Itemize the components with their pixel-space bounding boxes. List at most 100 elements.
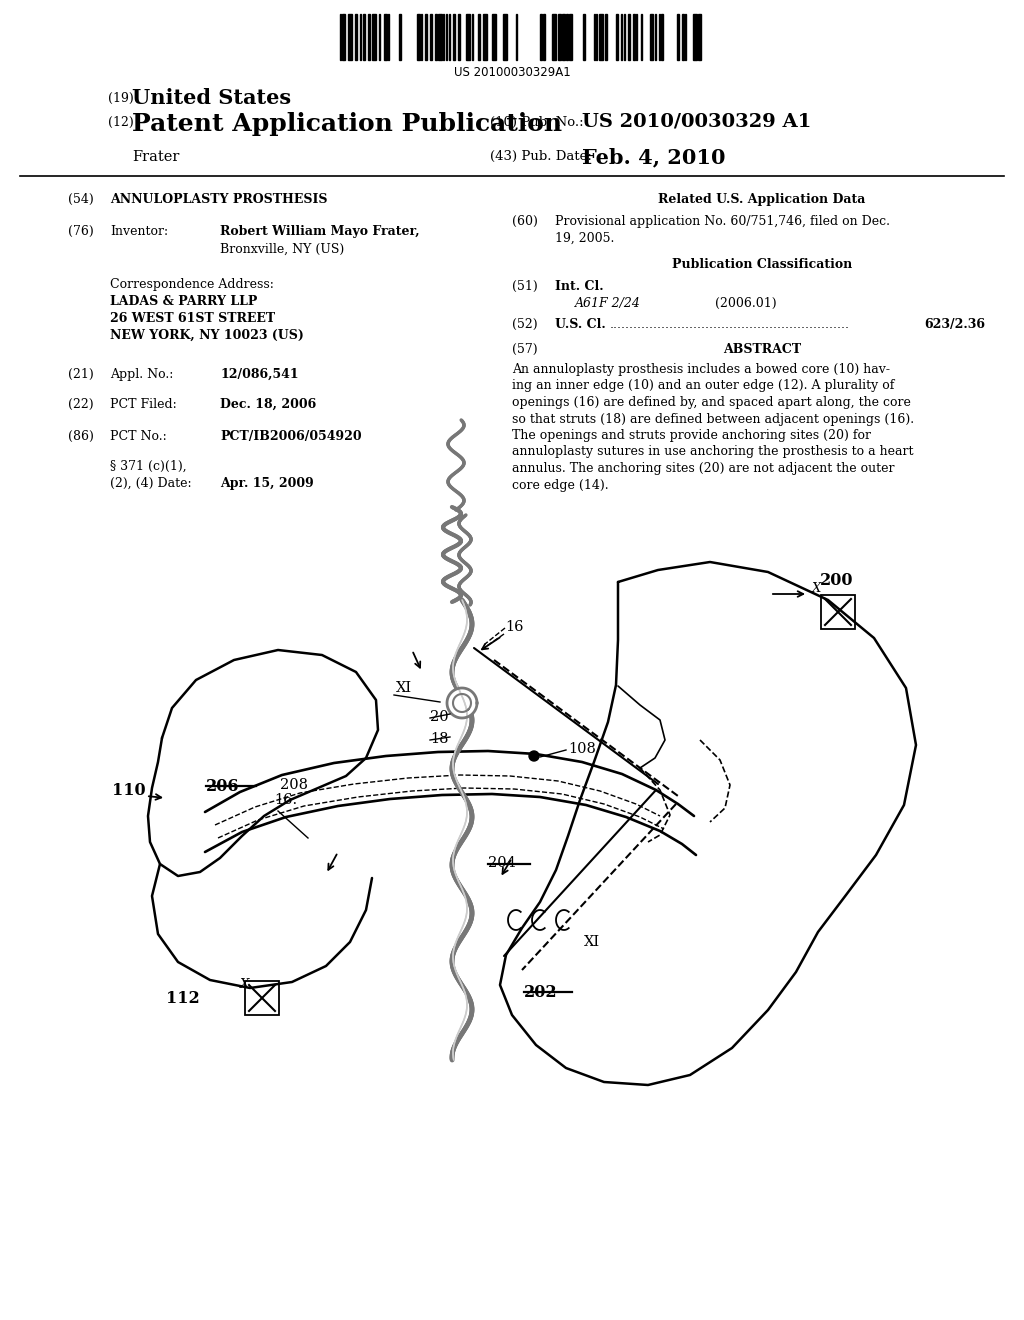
Text: US 20100030329A1: US 20100030329A1: [454, 66, 570, 79]
Bar: [425, 15, 427, 59]
Bar: [543, 15, 545, 59]
Bar: [348, 15, 352, 59]
Text: LADAS & PARRY LLP: LADAS & PARRY LLP: [110, 294, 257, 308]
Text: U.S. Cl.: U.S. Cl.: [555, 318, 606, 331]
Text: ing an inner edge (10) and an outer edge (12). A plurality of: ing an inner edge (10) and an outer edge…: [512, 380, 894, 392]
Bar: [399, 15, 401, 59]
Bar: [430, 15, 432, 59]
Text: (22): (22): [68, 399, 93, 411]
Bar: [677, 15, 679, 59]
Text: Feb. 4, 2010: Feb. 4, 2010: [582, 147, 725, 168]
Bar: [417, 15, 420, 59]
Text: (43) Pub. Date:: (43) Pub. Date:: [490, 150, 592, 162]
Bar: [693, 15, 697, 59]
Text: PCT/IB2006/054920: PCT/IB2006/054920: [220, 430, 361, 444]
Text: 208: 208: [280, 777, 308, 792]
Text: 200: 200: [820, 572, 853, 589]
Text: 204: 204: [488, 855, 516, 870]
Text: PCT Filed:: PCT Filed:: [110, 399, 177, 411]
Bar: [384, 15, 387, 59]
Bar: [438, 15, 442, 59]
Polygon shape: [447, 688, 477, 718]
Bar: [355, 15, 357, 59]
Text: (2), (4) Date:: (2), (4) Date:: [110, 477, 191, 490]
Text: 206: 206: [206, 777, 240, 795]
Text: (60): (60): [512, 215, 538, 228]
Text: (19): (19): [108, 92, 134, 106]
Circle shape: [529, 751, 539, 762]
Text: § 371 (c)(1),: § 371 (c)(1),: [110, 459, 186, 473]
Bar: [821, 595, 855, 630]
Text: Int. Cl.: Int. Cl.: [555, 280, 603, 293]
Bar: [562, 15, 565, 59]
Text: (21): (21): [68, 368, 94, 381]
Text: so that struts (18) are defined between adjacent openings (16).: so that struts (18) are defined between …: [512, 412, 914, 425]
Bar: [650, 15, 653, 59]
Text: X: X: [240, 978, 250, 991]
Text: annulus. The anchoring sites (20) are not adjacent the outer: annulus. The anchoring sites (20) are no…: [512, 462, 895, 475]
Text: XI: XI: [396, 681, 412, 696]
Bar: [583, 15, 585, 59]
Text: (12): (12): [108, 116, 134, 129]
Text: US 2010/0030329 A1: US 2010/0030329 A1: [582, 112, 811, 129]
Bar: [342, 15, 345, 59]
Text: 202: 202: [524, 983, 558, 1001]
Bar: [372, 15, 376, 59]
Bar: [245, 981, 279, 1015]
Text: 26 WEST 61ST STREET: 26 WEST 61ST STREET: [110, 312, 275, 325]
Text: 12/086,541: 12/086,541: [220, 368, 299, 381]
Text: (10) Pub. No.:: (10) Pub. No.:: [490, 116, 584, 129]
Text: An annuloplasty prosthesis includes a bowed core (10) hav-: An annuloplasty prosthesis includes a bo…: [512, 363, 890, 376]
Text: ............................................................: ........................................…: [610, 318, 850, 331]
Text: PCT No.:: PCT No.:: [110, 430, 167, 444]
Bar: [698, 15, 701, 59]
Bar: [362, 15, 365, 59]
Bar: [662, 15, 663, 59]
Bar: [605, 15, 607, 59]
Text: (2006.01): (2006.01): [715, 297, 776, 310]
Text: ABSTRACT: ABSTRACT: [723, 343, 801, 356]
Bar: [466, 15, 470, 59]
Bar: [558, 15, 561, 59]
Text: X: X: [812, 582, 821, 595]
Text: 16.: 16.: [274, 793, 297, 807]
Text: A61F 2/24: A61F 2/24: [575, 297, 641, 310]
Text: 16: 16: [505, 620, 523, 634]
Bar: [599, 15, 603, 59]
Text: (52): (52): [512, 318, 538, 331]
Bar: [616, 15, 618, 59]
Text: ANNULOPLASTY PROSTHESIS: ANNULOPLASTY PROSTHESIS: [110, 193, 328, 206]
Text: 112: 112: [166, 990, 200, 1007]
Text: 110: 110: [112, 781, 145, 799]
Text: (54): (54): [68, 193, 94, 206]
Text: NEW YORK, NY 10023 (US): NEW YORK, NY 10023 (US): [110, 329, 304, 342]
Text: XI: XI: [584, 935, 600, 949]
Bar: [633, 15, 635, 59]
Text: 20: 20: [430, 710, 449, 723]
Text: The openings and struts provide anchoring sites (20) for: The openings and struts provide anchorin…: [512, 429, 871, 442]
Text: Frater: Frater: [132, 150, 179, 164]
Text: Bronxville, NY (US): Bronxville, NY (US): [220, 243, 344, 256]
Text: Correspondence Address:: Correspondence Address:: [110, 279, 273, 290]
Bar: [552, 15, 556, 59]
Text: 108: 108: [568, 742, 596, 756]
Bar: [453, 15, 455, 59]
Text: core edge (14).: core edge (14).: [512, 479, 608, 491]
Text: (51): (51): [512, 280, 538, 293]
Bar: [492, 15, 496, 59]
Text: Provisional application No. 60/751,746, filed on Dec.: Provisional application No. 60/751,746, …: [555, 215, 890, 228]
Text: Patent Application Publication: Patent Application Publication: [132, 112, 562, 136]
Text: openings (16) are defined by, and spaced apart along, the core: openings (16) are defined by, and spaced…: [512, 396, 911, 409]
Text: Robert William Mayo Frater,: Robert William Mayo Frater,: [220, 224, 420, 238]
Text: (76): (76): [68, 224, 94, 238]
Text: 623/2.36: 623/2.36: [924, 318, 985, 331]
Text: (86): (86): [68, 430, 94, 444]
Text: Inventor:: Inventor:: [110, 224, 168, 238]
Bar: [566, 15, 568, 59]
Text: Publication Classification: Publication Classification: [672, 257, 852, 271]
Text: (57): (57): [512, 343, 538, 356]
Bar: [483, 15, 487, 59]
Bar: [569, 15, 572, 59]
Bar: [682, 15, 684, 59]
Text: Apr. 15, 2009: Apr. 15, 2009: [220, 477, 313, 490]
